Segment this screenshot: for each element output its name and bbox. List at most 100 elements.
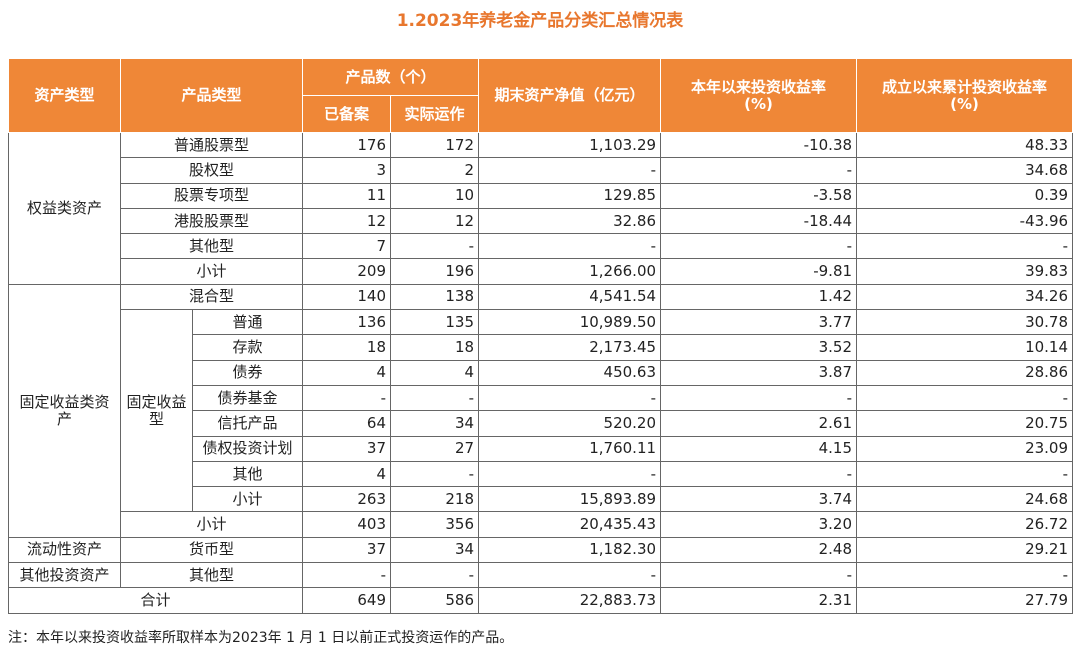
product-type-cell: 普通 <box>191 309 304 336</box>
table-row: 小计 403 356 20,435.43 3.20 26.72 <box>9 511 1074 538</box>
value-cell: 649 <box>302 587 392 614</box>
value-cell: 28.86 <box>856 359 1074 386</box>
asset-type-cell: 流动性资产 <box>8 536 121 564</box>
value-cell: 218 <box>390 486 480 513</box>
table-header: 资产类型 产品类型 产品数（个） 期末资产净值（亿元） 本年以来投资收益率 (%)… <box>8 58 1074 133</box>
header-text: 本年以来投资收益率 <box>691 77 827 96</box>
value-cell: 20.75 <box>856 410 1074 437</box>
value-cell: 263 <box>302 486 392 513</box>
value-cell: - <box>302 562 392 589</box>
value-cell: -10.38 <box>660 131 858 159</box>
product-type-cell: 混合型 <box>119 283 304 311</box>
value-cell: 3 <box>302 157 392 184</box>
header-row: 资产类型 产品类型 产品数（个） 期末资产净值（亿元） 本年以来投资收益率 (%)… <box>8 58 1074 133</box>
value-cell: 4 <box>390 359 480 386</box>
value-cell: 39.83 <box>856 258 1074 285</box>
header-cell: 本年以来投资收益率 (%) <box>660 58 858 133</box>
value-cell: -9.81 <box>660 258 858 285</box>
value-cell: 24.68 <box>856 486 1074 513</box>
value-cell: - <box>856 562 1074 589</box>
value-cell: -3.58 <box>660 182 858 209</box>
product-type-cell: 债权投资计划 <box>191 435 304 462</box>
table-row: 信托产品 64 34 520.20 2.61 20.75 <box>9 410 1074 437</box>
value-cell: 27.79 <box>856 587 1074 614</box>
product-type-cell: 债券基金 <box>191 384 304 412</box>
value-cell: 209 <box>302 258 392 285</box>
value-cell: 1,266.00 <box>478 258 662 285</box>
value-cell: 64 <box>302 410 392 437</box>
product-type-cell: 货币型 <box>119 536 304 564</box>
value-cell: 2 <box>390 157 480 184</box>
product-type-cell: 小计 <box>191 486 304 513</box>
table-row: 股权型 3 2- -34.68 <box>9 157 1074 184</box>
value-cell: - <box>390 562 480 589</box>
value-cell: 172 <box>390 131 480 159</box>
value-cell: 4,541.54 <box>478 283 662 311</box>
product-type-cell: 存款 <box>191 334 304 361</box>
value-cell: 4 <box>302 359 392 386</box>
header-cell: 已备案 <box>302 95 392 133</box>
header-cell: 产品类型 <box>119 58 304 133</box>
value-cell: 7 <box>302 233 392 260</box>
header-unit: (%) <box>950 94 979 113</box>
value-cell: 1,103.29 <box>478 131 662 159</box>
value-cell: 586 <box>390 587 480 614</box>
value-cell: 0.39 <box>856 182 1074 209</box>
table-row: 其他型 7- - - - <box>9 233 1074 260</box>
product-type-cell: 合计 <box>7 587 304 614</box>
asset-type-cell: 权益类资产 <box>8 132 121 285</box>
value-cell: 2,173.45 <box>478 334 662 361</box>
value-cell: 32.86 <box>478 207 662 235</box>
table-row: 权益类资产 普通股票型 176 172 1,103.29 -10.38 48.33 <box>8 131 1074 285</box>
value-cell: - <box>660 460 858 488</box>
value-cell: 30.78 <box>856 309 1074 336</box>
value-cell: 10 <box>390 182 480 209</box>
value-cell: 34 <box>390 410 480 437</box>
value-cell: 15,893.89 <box>478 486 662 513</box>
header-row: 已备案 实际运作 <box>9 95 1073 133</box>
asset-type-cell: 其他投资资产 <box>8 562 121 589</box>
table-row: 流动性资产 货币型 37 34 1,182.30 2.48 29.21 <box>8 536 1074 564</box>
value-cell: -43.96 <box>856 207 1074 235</box>
value-cell: 2.48 <box>660 536 858 564</box>
value-cell: 37 <box>302 435 392 462</box>
value-cell: 196 <box>390 258 480 285</box>
value-cell: - <box>660 384 858 412</box>
table-row: 港股股票型 12 12 32.86 -18.44 -43.96 <box>9 207 1074 235</box>
value-cell: 1.42 <box>660 283 858 311</box>
product-type-cell: 其他 <box>191 460 304 488</box>
value-cell: - <box>856 233 1074 260</box>
product-type-cell: 小计 <box>119 511 304 538</box>
value-cell: 37 <box>302 536 392 564</box>
header-cell: 产品数（个） <box>302 58 480 96</box>
header-text: 成立以来累计投资收益率 <box>882 77 1048 96</box>
value-cell: 34 <box>390 536 480 564</box>
value-cell: 26.72 <box>856 511 1074 538</box>
value-cell: 1,182.30 <box>478 536 662 564</box>
value-cell: - <box>478 233 662 260</box>
value-cell: 12 <box>302 207 392 235</box>
value-cell: 450.63 <box>478 359 662 386</box>
value-cell: 22,883.73 <box>478 587 662 614</box>
table-row: 固定收益型 普通 136 135 10,989.50 3.77 30.78 <box>9 309 1074 513</box>
header-unit: (%) <box>744 94 773 113</box>
value-cell: 3.87 <box>660 359 858 386</box>
value-cell: 2.61 <box>660 410 858 437</box>
value-cell: 18 <box>302 334 392 361</box>
value-cell: - <box>390 384 480 412</box>
value-cell: 29.21 <box>856 536 1074 564</box>
value-cell: 34.68 <box>856 157 1074 184</box>
value-cell: - <box>302 384 392 412</box>
value-cell: - <box>478 384 662 412</box>
product-type-cell: 债券 <box>191 359 304 386</box>
value-cell: 1,760.11 <box>478 435 662 462</box>
product-type-cell: 信托产品 <box>191 410 304 437</box>
value-cell: - <box>660 233 858 260</box>
product-type-cell: 股权型 <box>119 157 304 184</box>
value-cell: 356 <box>390 511 480 538</box>
table-row: 存款 18 18 2,173.45 3.52 10.14 <box>9 334 1074 361</box>
value-cell: 176 <box>302 131 392 159</box>
table-row: 固定收益类资产 混合型 140 138 4,541.54 1.42 34.26 <box>8 283 1074 538</box>
table-row: 小计 263 218 15,893.89 3.74 24.68 <box>9 486 1074 513</box>
sub-type-cell: 固定收益型 <box>120 309 193 513</box>
